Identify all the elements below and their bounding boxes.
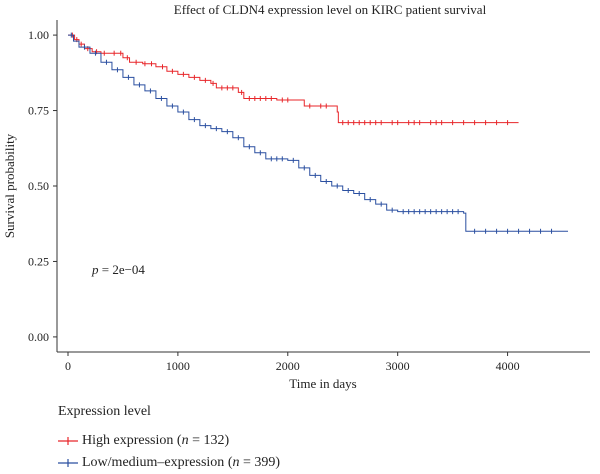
chart-title: Effect of CLDN4 expression level on KIRC… xyxy=(174,2,487,17)
y-tick-label: 1.00 xyxy=(28,28,49,42)
legend-title: Expression level xyxy=(58,404,151,419)
y-axis-label: Survival probability xyxy=(2,133,17,238)
y-tick-label: 0.00 xyxy=(28,330,49,344)
y-tick-label: 0.75 xyxy=(28,104,49,118)
p-value-annotation: p = 2e−04 xyxy=(91,262,145,277)
y-tick-label: 0.25 xyxy=(28,254,49,268)
survival-curve-low xyxy=(67,34,569,232)
x-tick-label: 4000 xyxy=(496,359,520,373)
y-ticks: 0.00 0.25 0.50 0.75 1.00 xyxy=(28,28,57,344)
legend-swatch-low xyxy=(58,459,78,467)
x-ticks: 0 1000 2000 3000 4000 xyxy=(65,352,520,373)
legend-item-high: High expression (n = 132) xyxy=(58,430,280,452)
survival-curve-high xyxy=(67,34,519,124)
p-symbol: p xyxy=(91,262,99,277)
x-tick-label: 2000 xyxy=(276,359,300,373)
legend-swatch-high xyxy=(58,437,78,445)
y-tick-label: 0.50 xyxy=(28,179,49,193)
legend-item-low: Low/medium–expression (n = 399) xyxy=(58,452,280,474)
x-tick-label: 1000 xyxy=(166,359,190,373)
legend-label-low: Low/medium–expression (n = 399) xyxy=(82,455,281,470)
survival-chart: Effect of CLDN4 expression level on KIRC… xyxy=(2,2,590,391)
x-axis-label: Time in days xyxy=(289,376,356,391)
p-value-text: = 2e−04 xyxy=(99,262,146,277)
x-tick-label: 0 xyxy=(65,359,71,373)
legend-label-high: High expression (n = 132) xyxy=(82,433,230,448)
series-layer xyxy=(67,32,569,234)
x-tick-label: 3000 xyxy=(386,359,410,373)
legend: Expression level High expression (n = 13… xyxy=(58,404,280,474)
